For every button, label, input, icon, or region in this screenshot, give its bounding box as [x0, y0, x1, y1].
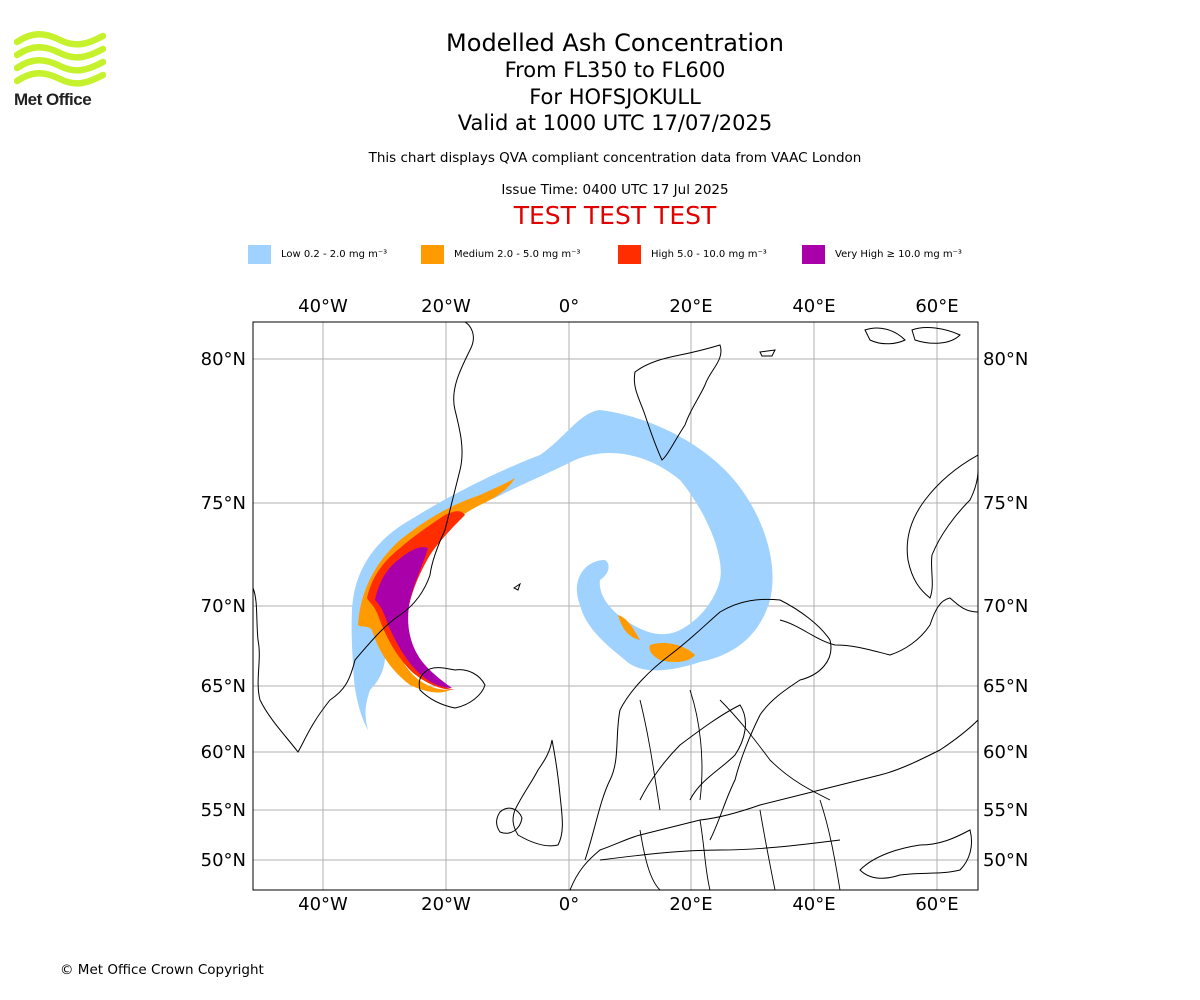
legend-item-very-high: Very High ≥ 10.0 mg m⁻³	[802, 243, 962, 265]
issue-time: Issue Time: 0400 UTC 17 Jul 2025	[501, 181, 729, 198]
lat-label-right: 65°N	[983, 676, 1028, 697]
lon-label-top: 40°W	[298, 296, 348, 317]
latitude-labels-right: 80°N 75°N 70°N 65°N 60°N 55°N 50°N	[983, 349, 1028, 871]
lon-label-top: 20°W	[421, 296, 471, 317]
lat-label-right: 80°N	[983, 349, 1028, 370]
legend-label-medium: Medium 2.0 - 5.0 mg m⁻³	[454, 248, 581, 260]
longitude-labels-top: 40°W 20°W 0° 20°E 40°E 60°E	[298, 296, 958, 317]
latitude-labels-left: 80°N 75°N 70°N 65°N 60°N 55°N 50°N	[201, 349, 246, 871]
legend-item-high: High 5.0 - 10.0 mg m⁻³	[618, 243, 767, 265]
lon-label-top: 40°E	[792, 296, 835, 317]
lon-label-top: 20°E	[669, 296, 712, 317]
lat-label-left: 65°N	[201, 676, 246, 697]
scandinavia-coast	[584, 598, 832, 861]
lon-label-bottom: 40°E	[792, 894, 835, 915]
concentration-legend: Low 0.2 - 2.0 mg m⁻³ Medium 2.0 - 5.0 mg…	[0, 243, 1200, 265]
legend-swatch-very-high	[802, 244, 825, 264]
map-frame	[252, 321, 979, 891]
legend-swatch-low	[248, 244, 271, 264]
lon-label-bottom: 60°E	[915, 894, 958, 915]
met-office-logo: Met Office	[14, 30, 106, 110]
longitude-labels-bottom: 40°W 20°W 0° 20°E 40°E 60°E	[298, 894, 958, 915]
legend-label-low: Low 0.2 - 2.0 mg m⁻³	[281, 248, 388, 260]
lat-label-left: 50°N	[201, 850, 246, 871]
british-isles-coast	[512, 739, 563, 847]
lat-label-right: 50°N	[983, 850, 1028, 871]
chart-title: Modelled Ash Concentration	[446, 29, 784, 57]
graticule	[253, 322, 978, 890]
lat-label-right: 70°N	[983, 596, 1028, 617]
legend-swatch-medium	[421, 244, 444, 264]
volcano-name: For HOFSJOKULL	[529, 84, 701, 109]
greenland-coast	[253, 322, 474, 753]
black-sea-coast	[859, 829, 973, 879]
legend-item-low: Low 0.2 - 2.0 mg m⁻³	[248, 243, 387, 265]
coastlines	[253, 322, 978, 890]
novaya-zemlya-coast	[906, 454, 978, 599]
lat-label-left: 60°N	[201, 742, 246, 763]
baltic-coast	[639, 704, 746, 801]
chart-header: Modelled Ash Concentration From FL350 to…	[0, 30, 1200, 230]
lon-label-bottom: 40°W	[298, 894, 348, 915]
lat-label-left: 80°N	[201, 349, 246, 370]
russia-arctic-coast	[779, 597, 978, 656]
legend-swatch-high	[618, 244, 641, 264]
legend-label-very-high: Very High ≥ 10.0 mg m⁻³	[835, 248, 962, 260]
ireland-coast	[496, 807, 523, 834]
ash-plume	[351, 410, 773, 730]
country-borders	[599, 689, 841, 890]
lon-label-bottom: 20°W	[421, 894, 471, 915]
ash-very-high-concentration-area	[375, 547, 452, 688]
flight-levels: From FL350 to FL600	[504, 58, 726, 82]
legend-item-medium: Medium 2.0 - 5.0 mg m⁻³	[421, 243, 580, 265]
europe-mainland-coast	[569, 719, 978, 890]
jan-mayen-coast	[513, 582, 521, 591]
lat-label-left: 75°N	[201, 493, 246, 514]
lon-label-bottom: 0°	[559, 894, 579, 915]
valid-time: Valid at 1000 UTC 17/07/2025	[457, 111, 773, 135]
franz-josef-coast	[759, 327, 961, 357]
lon-label-bottom: 20°E	[669, 894, 712, 915]
disclaimer-text: This chart displays QVA compliant concen…	[368, 149, 862, 166]
copyright-notice: © Met Office Crown Copyright	[60, 962, 264, 978]
lat-label-left: 70°N	[201, 596, 246, 617]
lat-label-left: 55°N	[201, 800, 246, 821]
logo-wordmark: Met Office	[14, 90, 92, 109]
svalbard-coast	[633, 344, 722, 461]
lon-label-top: 60°E	[915, 296, 958, 317]
lat-label-right: 55°N	[983, 800, 1028, 821]
lon-label-top: 0°	[559, 296, 579, 317]
legend-label-high: High 5.0 - 10.0 mg m⁻³	[651, 248, 767, 260]
lat-label-right: 75°N	[983, 493, 1028, 514]
test-banner: TEST TEST TEST	[513, 200, 717, 230]
iceland-coast	[418, 667, 486, 709]
met-office-waves-icon	[14, 31, 106, 87]
lat-label-right: 60°N	[983, 742, 1028, 763]
ash-high-concentration-area	[367, 511, 465, 690]
